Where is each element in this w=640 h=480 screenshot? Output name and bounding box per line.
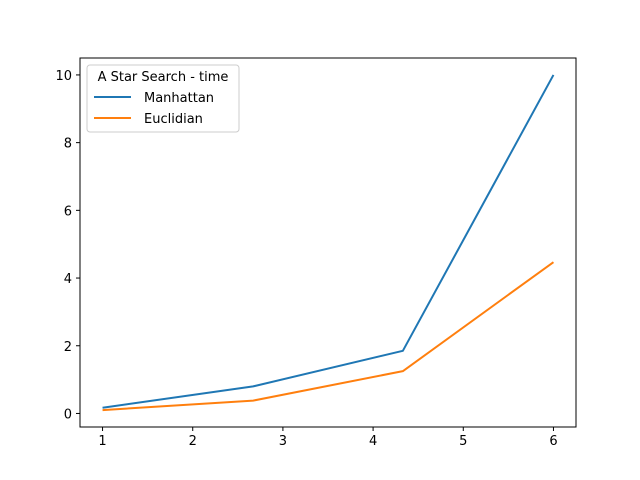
legend-title: A Star Search - time: [98, 70, 229, 85]
legend-label-euclidian: Euclidian: [144, 112, 203, 127]
x-tick-label: 3: [279, 434, 287, 449]
y-tick-label: 4: [64, 272, 72, 287]
y-tick-label: 0: [64, 407, 72, 422]
x-axis: 1 2 3 4 5 6: [98, 427, 558, 449]
y-tick-label: 10: [55, 69, 72, 84]
x-tick-label: 1: [98, 434, 106, 449]
legend-label-manhattan: Manhattan: [144, 91, 214, 106]
legend-box: [86, 64, 240, 133]
x-tick-label: 2: [189, 434, 197, 449]
series-line-manhattan: [102, 74, 555, 409]
y-tick-label: 2: [64, 340, 72, 355]
legend: A Star Search - time Manhattan Euclidian: [86, 64, 240, 133]
plot-lines: [102, 74, 555, 412]
x-tick-label: 6: [549, 434, 557, 449]
y-tick-label: 8: [64, 137, 72, 152]
y-tick-label: 6: [64, 204, 72, 219]
x-tick-label: 5: [459, 434, 467, 449]
x-tick-label: 4: [369, 434, 377, 449]
series-line-euclidian: [102, 261, 555, 412]
axes-frame: [79, 57, 577, 428]
y-axis: 0 2 4 6 8 10: [55, 69, 80, 422]
